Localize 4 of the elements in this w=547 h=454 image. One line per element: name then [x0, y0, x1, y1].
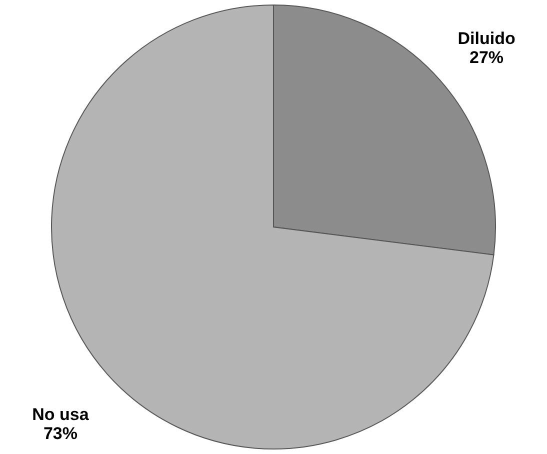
- data-label: 27%: [470, 48, 504, 68]
- slice-label: Diluido: [458, 29, 516, 48]
- slice-label: No usa: [32, 404, 90, 424]
- data-label: 73%: [43, 424, 78, 443]
